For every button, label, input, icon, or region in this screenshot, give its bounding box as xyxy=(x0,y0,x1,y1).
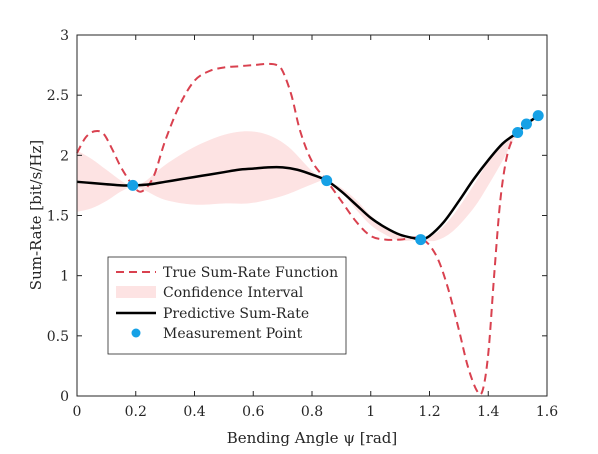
predictive-sum-rate-line xyxy=(76,114,539,241)
legend: True Sum-Rate Function Confidence Interv… xyxy=(107,256,347,355)
legend-swatch-measurement xyxy=(131,328,141,338)
axis-ticks: 0 0.2 0.4 0.6 0.8 1 1.2 1.4 1.6 0 0.5 1 1.5 2 2.5 3 xyxy=(47,28,558,420)
true-sum-rate-line xyxy=(76,62,539,396)
measurement-point xyxy=(321,175,333,187)
legend-box xyxy=(107,256,347,355)
y-tick-label: 1 xyxy=(60,269,69,285)
y-axis-label: Sum-Rate [bit/s/Hz] xyxy=(27,140,45,290)
confidence-band xyxy=(77,115,539,242)
x-tick-label: 1.4 xyxy=(477,404,499,420)
legend-label-true-function: True Sum-Rate Function xyxy=(163,265,338,281)
x-tick-label: 1 xyxy=(366,404,375,420)
x-tick-label: 0.6 xyxy=(242,404,264,420)
x-tick-label: 1.2 xyxy=(418,404,440,420)
legend-label-confidence: Confidence Interval xyxy=(163,285,304,301)
x-tick-label: 1.6 xyxy=(536,404,558,420)
x-axis-label: Bending Angle ψ [rad] xyxy=(227,429,397,447)
measurement-marker-layer xyxy=(127,110,544,246)
measurement-point xyxy=(512,126,524,138)
legend-label-predictive: Predictive Sum-Rate xyxy=(163,306,309,322)
x-tick-label: 0.8 xyxy=(301,404,323,420)
legend-label-measurement: Measurement Point xyxy=(163,326,303,342)
y-tick-label: 0 xyxy=(60,389,69,405)
measurement-point xyxy=(127,179,139,191)
y-tick-label: 2.5 xyxy=(47,88,69,104)
x-tick-label: 0.4 xyxy=(183,404,205,420)
legend-swatch-confidence xyxy=(116,286,156,298)
y-tick-label: 0.5 xyxy=(47,329,69,345)
measurement-point xyxy=(520,118,532,130)
x-tick-label: 0 xyxy=(73,404,82,420)
y-tick-label: 3 xyxy=(60,28,69,44)
y-tick-label: 1.5 xyxy=(47,209,69,225)
measurement-point xyxy=(415,234,427,246)
series-line-layer xyxy=(76,62,539,396)
y-tick-label: 2 xyxy=(60,148,69,164)
x-tick-label: 0.2 xyxy=(125,404,147,420)
measurement-point xyxy=(532,110,544,122)
confidence-band-layer xyxy=(77,115,539,242)
